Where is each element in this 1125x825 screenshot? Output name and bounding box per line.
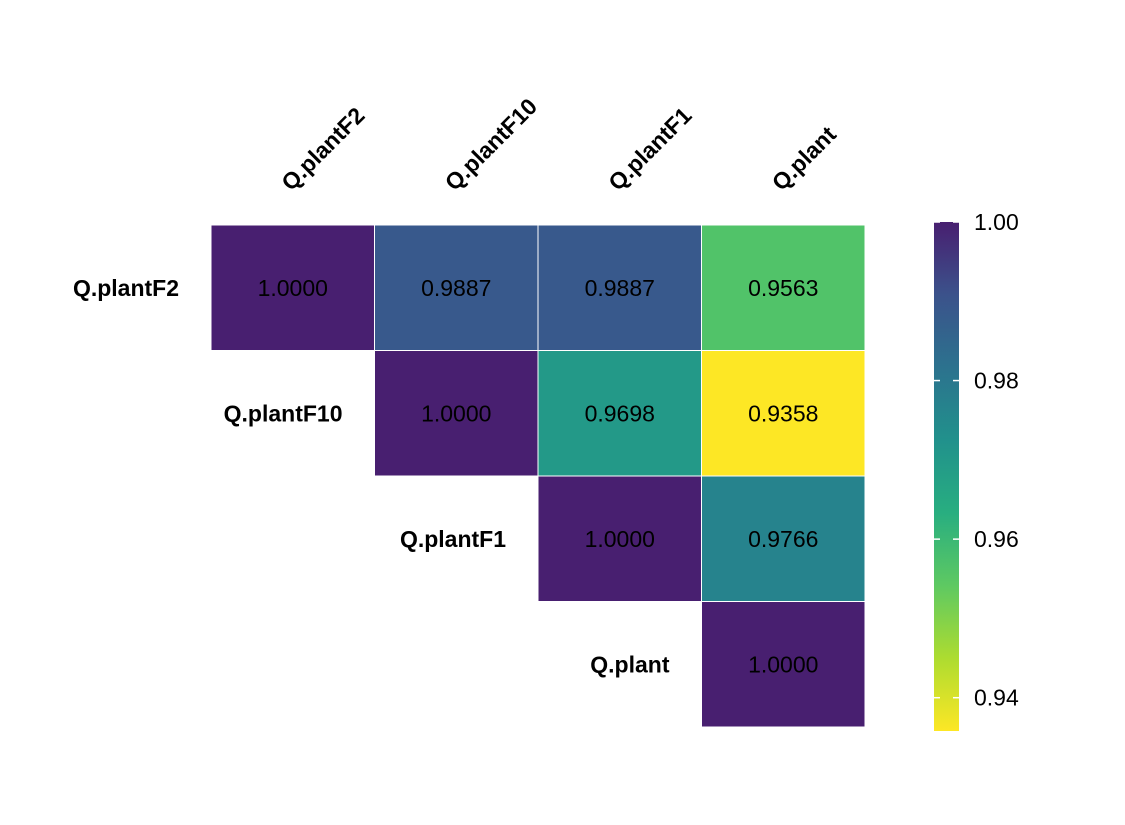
- cell-value-label: 1.0000: [585, 526, 655, 552]
- heatmap-cell: [701, 601, 866, 728]
- heatmap-cell: [210, 224, 375, 351]
- cell-value-label: 1.0000: [748, 651, 818, 677]
- cell-value-label: 0.9887: [585, 275, 655, 301]
- column-labels: Q.plantF2 Q.plantF10 Q.plantF1 Q.plant: [276, 93, 841, 195]
- row-label: Q.plantF2: [73, 275, 179, 301]
- heatmap-cell: [701, 224, 866, 351]
- heatmap-cell: [537, 224, 702, 351]
- colorbar-tick-label: 1.00: [974, 209, 1019, 235]
- heatmap-cell-labels: 1.0000 0.9887 0.9887 0.9563 1.0000 0.9698 0.93…: [258, 275, 819, 678]
- colorbar-gradient: [934, 222, 959, 731]
- row-label: Q.plant: [590, 651, 670, 677]
- column-label: Q.plantF10: [440, 93, 542, 195]
- cell-value-label: 1.0000: [258, 275, 328, 301]
- heatmap-cell: [374, 350, 539, 477]
- heatmap-cells: [210, 224, 866, 728]
- colorbar: 1.00 0.98 0.96 0.94: [934, 209, 1019, 731]
- column-label: Q.plant: [767, 121, 842, 196]
- cell-value-label: 0.9698: [585, 400, 655, 426]
- row-label: Q.plantF1: [400, 526, 506, 552]
- heatmap-cell: [537, 350, 702, 477]
- cell-value-label: 0.9766: [748, 526, 818, 552]
- heatmap-cell: [374, 224, 539, 351]
- colorbar-tick-label: 0.94: [974, 685, 1019, 711]
- row-labels: Q.plantF2 Q.plantF10 Q.plantF1 Q.plant: [73, 275, 670, 678]
- column-label: Q.plantF2: [276, 102, 369, 195]
- column-label: Q.plantF1: [603, 102, 697, 196]
- cell-value-label: 0.9887: [421, 275, 491, 301]
- cell-value-label: 0.9358: [748, 400, 818, 426]
- cell-value-label: 0.9563: [748, 275, 818, 301]
- cell-value-label: 1.0000: [421, 400, 491, 426]
- row-label: Q.plantF10: [224, 400, 343, 426]
- colorbar-tick-label: 0.96: [974, 526, 1019, 552]
- heatmap-cell: [537, 475, 702, 602]
- colorbar-tick-label: 0.98: [974, 368, 1019, 394]
